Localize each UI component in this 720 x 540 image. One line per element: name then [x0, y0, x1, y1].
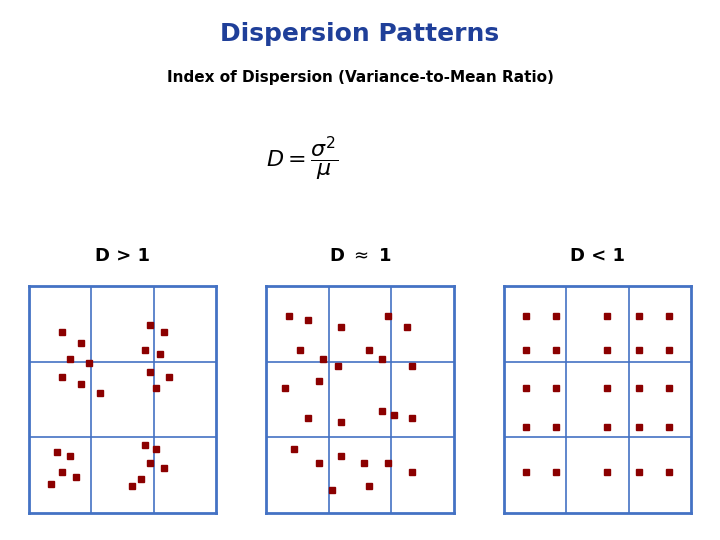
Text: D > 1: D > 1 [95, 247, 150, 265]
Text: $D = \dfrac{\sigma^2}{\mu}$: $D = \dfrac{\sigma^2}{\mu}$ [266, 135, 338, 183]
Text: D $\approx$ 1: D $\approx$ 1 [328, 247, 392, 265]
Text: Dispersion Patterns: Dispersion Patterns [220, 22, 500, 45]
Text: D < 1: D < 1 [570, 247, 625, 265]
Text: Index of Dispersion (Variance-to-Mean Ratio): Index of Dispersion (Variance-to-Mean Ra… [166, 70, 554, 85]
